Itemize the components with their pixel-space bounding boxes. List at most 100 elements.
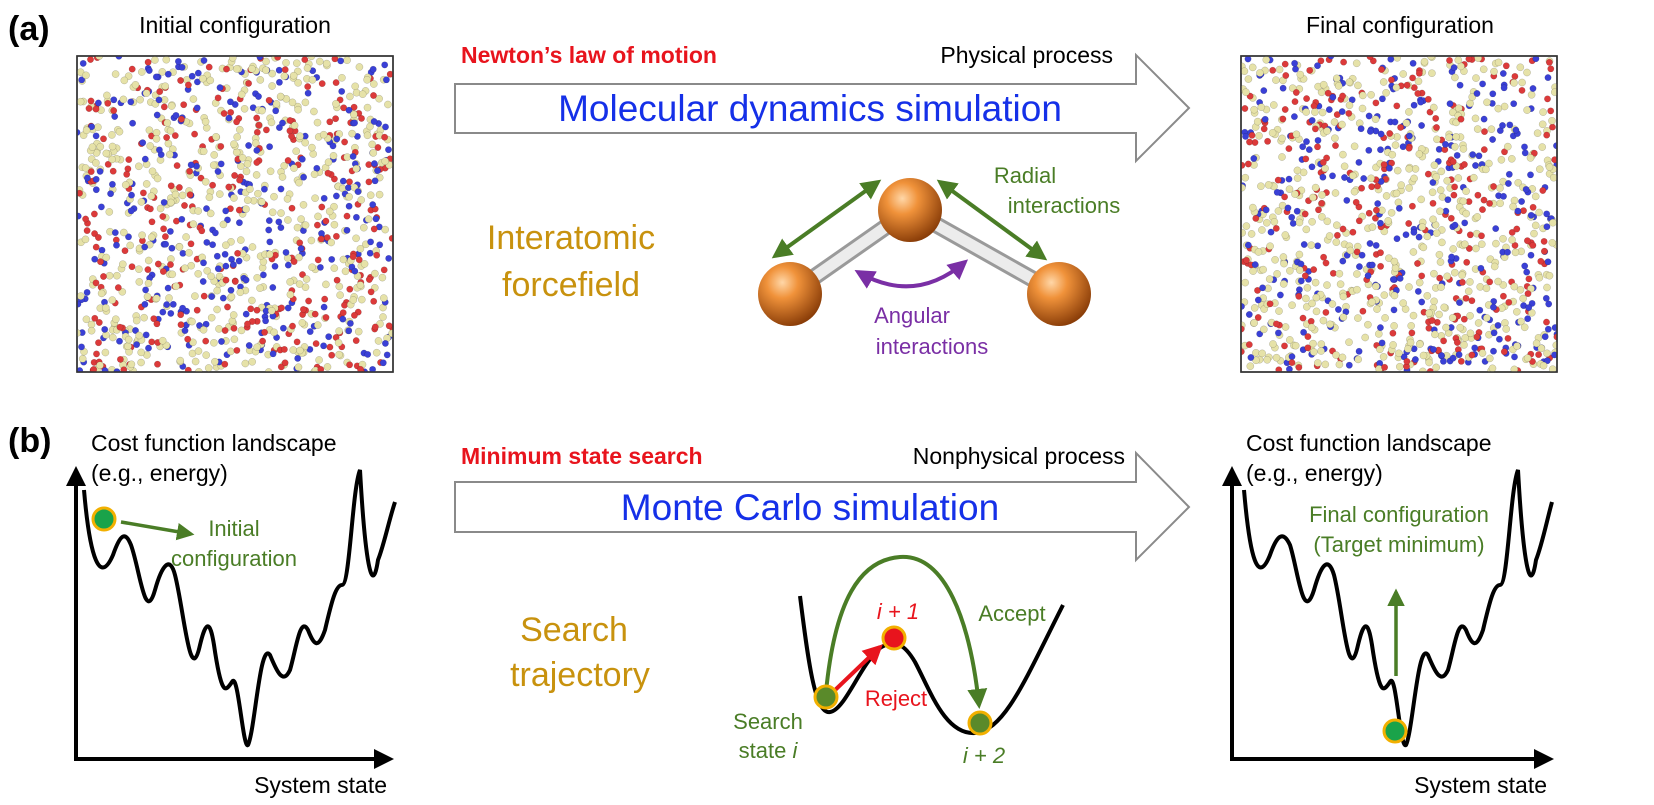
particle <box>354 327 363 336</box>
particle <box>1548 116 1556 125</box>
angular-label-line2: interactions <box>876 334 989 359</box>
particle <box>1437 167 1446 176</box>
particle <box>147 192 156 200</box>
particle <box>1494 321 1502 329</box>
particle <box>367 238 375 246</box>
particle <box>181 202 188 209</box>
particle <box>256 76 265 84</box>
particle <box>1303 283 1312 292</box>
particle <box>1474 191 1482 199</box>
particle <box>1392 83 1401 92</box>
particle <box>1488 364 1497 372</box>
particle <box>352 164 361 173</box>
particle <box>186 167 194 175</box>
particle <box>1331 189 1340 197</box>
particle <box>374 167 381 175</box>
particle <box>1260 125 1268 133</box>
particle <box>344 184 352 192</box>
particle <box>1429 215 1437 224</box>
particle <box>159 268 167 275</box>
particle <box>364 350 372 358</box>
particle <box>177 321 185 329</box>
particle <box>283 195 292 203</box>
particle <box>245 79 253 87</box>
particle <box>151 56 159 64</box>
particle <box>1504 180 1512 187</box>
particle <box>141 300 149 308</box>
particle <box>1462 209 1471 218</box>
particle <box>278 173 287 181</box>
particle <box>1279 115 1287 123</box>
particle <box>1390 291 1399 300</box>
particle <box>245 142 253 149</box>
particle <box>1433 135 1441 144</box>
particle <box>1377 262 1385 270</box>
particle <box>1256 69 1264 77</box>
particle <box>154 260 162 268</box>
particle <box>100 273 107 280</box>
particle <box>1389 276 1397 283</box>
particle <box>1258 226 1266 234</box>
particle <box>131 80 140 89</box>
particle <box>1545 163 1554 171</box>
particle <box>1494 58 1503 67</box>
particle <box>1545 58 1553 66</box>
particle <box>1262 218 1271 227</box>
particle <box>323 363 332 371</box>
particle <box>360 260 369 268</box>
particle <box>187 240 195 248</box>
particle <box>1241 183 1246 192</box>
particle <box>1449 158 1457 166</box>
particle <box>145 344 152 352</box>
particle <box>1448 253 1456 261</box>
particle <box>189 338 197 347</box>
particle <box>179 249 187 257</box>
particle <box>1510 282 1519 291</box>
particle <box>1303 95 1311 103</box>
particle <box>1508 236 1516 244</box>
particle <box>1302 225 1311 234</box>
particle <box>179 304 187 312</box>
particle <box>350 103 358 111</box>
particle <box>125 156 133 164</box>
particle <box>110 107 118 115</box>
particle <box>330 264 339 273</box>
particle <box>175 184 183 191</box>
particle <box>1446 100 1454 108</box>
particle <box>1550 88 1557 97</box>
particle <box>1472 244 1480 253</box>
particle <box>1513 342 1521 350</box>
particle <box>1518 198 1526 205</box>
particle <box>81 235 90 244</box>
particle <box>1548 238 1557 247</box>
particle <box>1365 112 1373 120</box>
particle <box>357 295 366 304</box>
particle <box>379 359 387 367</box>
particle <box>386 70 393 78</box>
particle <box>87 56 94 63</box>
particle <box>1476 283 1485 291</box>
particle <box>288 204 296 212</box>
particle <box>1279 280 1288 288</box>
particle <box>167 182 175 190</box>
particle <box>120 76 129 85</box>
particle <box>1346 246 1355 255</box>
particle <box>295 178 303 187</box>
particle <box>1274 176 1282 184</box>
particle <box>1252 214 1260 222</box>
particle <box>274 56 282 61</box>
particle <box>1272 224 1280 232</box>
particle <box>1537 257 1545 265</box>
particle <box>1245 341 1253 349</box>
particle <box>1502 325 1511 333</box>
particle <box>1543 349 1551 358</box>
particle <box>1293 174 1302 183</box>
particle <box>1523 268 1531 276</box>
particle <box>165 294 173 302</box>
particle <box>1323 127 1331 135</box>
particle <box>1442 323 1450 332</box>
particle <box>1399 299 1408 307</box>
particle <box>1250 319 1259 327</box>
particle <box>1539 108 1547 116</box>
particle <box>1378 66 1385 73</box>
